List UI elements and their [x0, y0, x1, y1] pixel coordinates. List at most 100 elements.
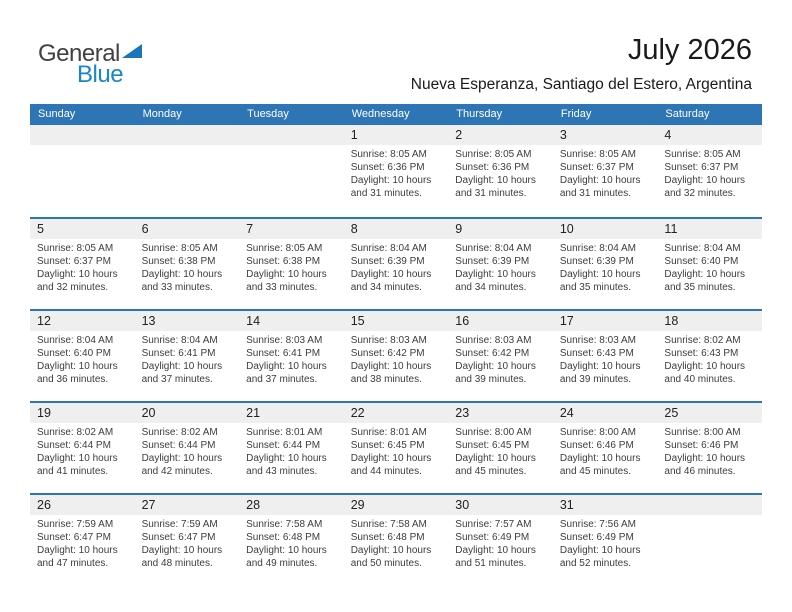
- week-row: 19 Sunrise: 8:02 AM Sunset: 6:44 PM Dayligh…: [30, 401, 762, 493]
- sunrise-line: Sunrise: 8:04 AM: [350, 243, 427, 254]
- sunrise-line: Sunrise: 7:57 AM: [455, 519, 532, 530]
- day-cell-9: 9 Sunrise: 8:04 AM Sunset: 6:39 PM Daylight…: [448, 219, 553, 309]
- day-details: Sunrise: 8:04 AM Sunset: 6:40 PM Daylight:…: [657, 239, 762, 294]
- day-number: 20: [141, 406, 156, 420]
- day-number-band: [134, 125, 240, 145]
- day-number-band: 30: [448, 495, 553, 515]
- sunset-line: Sunset: 6:46 PM: [664, 440, 739, 451]
- sunrise-line: Sunrise: 8:04 AM: [559, 243, 636, 254]
- daylight-line: Daylight: 10 hours and 45 minutes.: [455, 453, 536, 477]
- daylight-line: Daylight: 10 hours and 33 minutes.: [246, 269, 327, 293]
- day-number-band: 15: [343, 311, 449, 331]
- day-number: 16: [455, 314, 470, 328]
- sunrise-line: Sunrise: 7:58 AM: [350, 519, 427, 530]
- day-number-band: 12: [30, 311, 135, 331]
- day-number: 3: [559, 128, 567, 142]
- logo-triangle-icon: [121, 44, 142, 58]
- daylight-line: Daylight: 10 hours and 31 minutes.: [350, 175, 432, 199]
- day-cell-empty: [239, 125, 344, 217]
- daylight-line: Daylight: 10 hours and 52 minutes.: [559, 545, 641, 569]
- sunrise-line: Sunrise: 8:00 AM: [559, 427, 636, 438]
- day-number: 13: [141, 314, 156, 328]
- day-number-band: [30, 125, 135, 145]
- sunset-line: Sunset: 6:39 PM: [350, 256, 425, 267]
- day-number: 19: [37, 406, 51, 420]
- day-number: 7: [246, 222, 254, 236]
- day-number: 2: [455, 128, 463, 142]
- weekday-header-wednesday: Wednesday: [351, 108, 410, 120]
- day-number: 22: [350, 406, 365, 420]
- day-number-band: 9: [448, 219, 553, 239]
- day-cell-empty: [134, 125, 240, 217]
- day-cell-16: 16 Sunrise: 8:03 AM Sunset: 6:42 PM Dayligh…: [448, 311, 553, 401]
- daylight-line: Daylight: 10 hours and 31 minutes.: [455, 175, 536, 199]
- sunset-line: Sunset: 6:44 PM: [141, 440, 216, 451]
- daylight-line: Daylight: 10 hours and 49 minutes.: [246, 545, 327, 569]
- day-number-band: 11: [657, 219, 762, 239]
- day-number-band: 5: [30, 219, 135, 239]
- day-details: Sunrise: 8:03 AM Sunset: 6:42 PM Daylight:…: [344, 331, 449, 386]
- sunset-line: Sunset: 6:44 PM: [37, 440, 111, 451]
- day-number-band: [657, 495, 762, 515]
- daylight-line: Daylight: 10 hours and 51 minutes.: [455, 545, 536, 569]
- day-details: Sunrise: 8:02 AM Sunset: 6:43 PM Daylight:…: [657, 331, 762, 386]
- day-cell-15: 15 Sunrise: 8:03 AM Sunset: 6:42 PM Dayligh…: [343, 311, 449, 401]
- sunrise-line: Sunrise: 8:02 AM: [664, 335, 741, 346]
- day-number-band: 31: [552, 495, 658, 515]
- day-number-band: 21: [239, 403, 344, 423]
- day-number: 24: [559, 406, 574, 420]
- day-number: 6: [141, 222, 149, 236]
- day-details: Sunrise: 7:59 AM Sunset: 6:47 PM Daylight:…: [30, 515, 135, 570]
- sunset-line: Sunset: 6:39 PM: [559, 256, 634, 267]
- day-number: 5: [37, 222, 44, 236]
- daylight-line: Daylight: 10 hours and 47 minutes.: [37, 545, 118, 569]
- day-number: 21: [246, 406, 261, 420]
- daylight-line: Daylight: 10 hours and 31 minutes.: [559, 175, 641, 199]
- week-row: 1 Sunrise: 8:05 AM Sunset: 6:36 PM Daylight…: [30, 125, 762, 217]
- day-number: 28: [246, 498, 261, 512]
- daylight-line: Daylight: 10 hours and 32 minutes.: [37, 269, 118, 293]
- daylight-line: Daylight: 10 hours and 45 minutes.: [559, 453, 641, 477]
- day-details: Sunrise: 8:05 AM Sunset: 6:37 PM Daylight:…: [657, 145, 762, 200]
- sunset-line: Sunset: 6:47 PM: [141, 532, 216, 543]
- day-cell-25: 25 Sunrise: 8:00 AM Sunset: 6:46 PM Dayligh…: [657, 403, 762, 493]
- calendar-grid: Sunday Monday Tuesday Wednesday Thursday Frid…: [30, 104, 762, 585]
- sunrise-line: Sunrise: 8:02 AM: [141, 427, 218, 438]
- day-number: 11: [664, 222, 678, 236]
- day-details: Sunrise: 8:00 AM Sunset: 6:46 PM Daylight:…: [553, 423, 658, 478]
- day-cell-8: 8 Sunrise: 8:04 AM Sunset: 6:39 PM Daylight…: [343, 219, 449, 309]
- daylight-line: Daylight: 10 hours and 44 minutes.: [350, 453, 432, 477]
- day-details: Sunrise: 8:05 AM Sunset: 6:36 PM Daylight:…: [344, 145, 449, 200]
- day-details: Sunrise: 8:05 AM Sunset: 6:38 PM Daylight:…: [135, 239, 240, 294]
- week-row: 5 Sunrise: 8:05 AM Sunset: 6:37 PM Daylight…: [30, 217, 762, 309]
- day-number-band: 24: [552, 403, 658, 423]
- day-details: Sunrise: 7:58 AM Sunset: 6:48 PM Daylight:…: [239, 515, 344, 570]
- day-number-band: 4: [657, 125, 762, 145]
- day-number: 12: [37, 314, 51, 328]
- day-cell-19: 19 Sunrise: 8:02 AM Sunset: 6:44 PM Dayligh…: [30, 403, 135, 493]
- day-details: Sunrise: 7:57 AM Sunset: 6:49 PM Daylight:…: [448, 515, 553, 570]
- day-details: Sunrise: 8:03 AM Sunset: 6:43 PM Daylight:…: [553, 331, 658, 386]
- weekday-header-saturday: Saturday: [665, 108, 710, 120]
- day-cell-22: 22 Sunrise: 8:01 AM Sunset: 6:45 PM Dayligh…: [343, 403, 449, 493]
- sunrise-line: Sunrise: 8:03 AM: [455, 335, 532, 346]
- daylight-line: Daylight: 10 hours and 38 minutes.: [350, 361, 432, 385]
- day-details: Sunrise: 8:04 AM Sunset: 6:39 PM Daylight:…: [553, 239, 658, 294]
- day-details: Sunrise: 8:02 AM Sunset: 6:44 PM Daylight:…: [135, 423, 240, 478]
- day-details: Sunrise: 8:05 AM Sunset: 6:36 PM Daylight:…: [448, 145, 553, 200]
- sunset-line: Sunset: 6:46 PM: [559, 440, 634, 451]
- sunrise-line: Sunrise: 8:01 AM: [350, 427, 427, 438]
- daylight-line: Daylight: 10 hours and 40 minutes.: [664, 361, 746, 385]
- sunset-line: Sunset: 6:42 PM: [455, 348, 530, 359]
- daylight-line: Daylight: 10 hours and 43 minutes.: [246, 453, 327, 477]
- day-number: 4: [664, 128, 672, 142]
- daylight-line: Daylight: 10 hours and 36 minutes.: [37, 361, 118, 385]
- sunset-line: Sunset: 6:36 PM: [455, 162, 530, 173]
- sunrise-line: Sunrise: 8:05 AM: [559, 149, 636, 160]
- daylight-line: Daylight: 10 hours and 50 minutes.: [350, 545, 432, 569]
- day-cell-empty: [30, 125, 135, 217]
- day-number: 14: [246, 314, 261, 328]
- day-number-band: 14: [239, 311, 344, 331]
- day-cell-3: 3 Sunrise: 8:05 AM Sunset: 6:37 PM Daylight…: [552, 125, 658, 217]
